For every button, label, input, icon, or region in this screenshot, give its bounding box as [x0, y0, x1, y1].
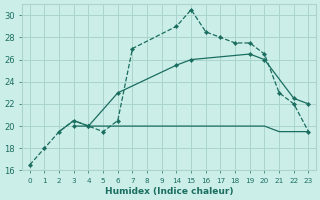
X-axis label: Humidex (Indice chaleur): Humidex (Indice chaleur) — [105, 187, 233, 196]
